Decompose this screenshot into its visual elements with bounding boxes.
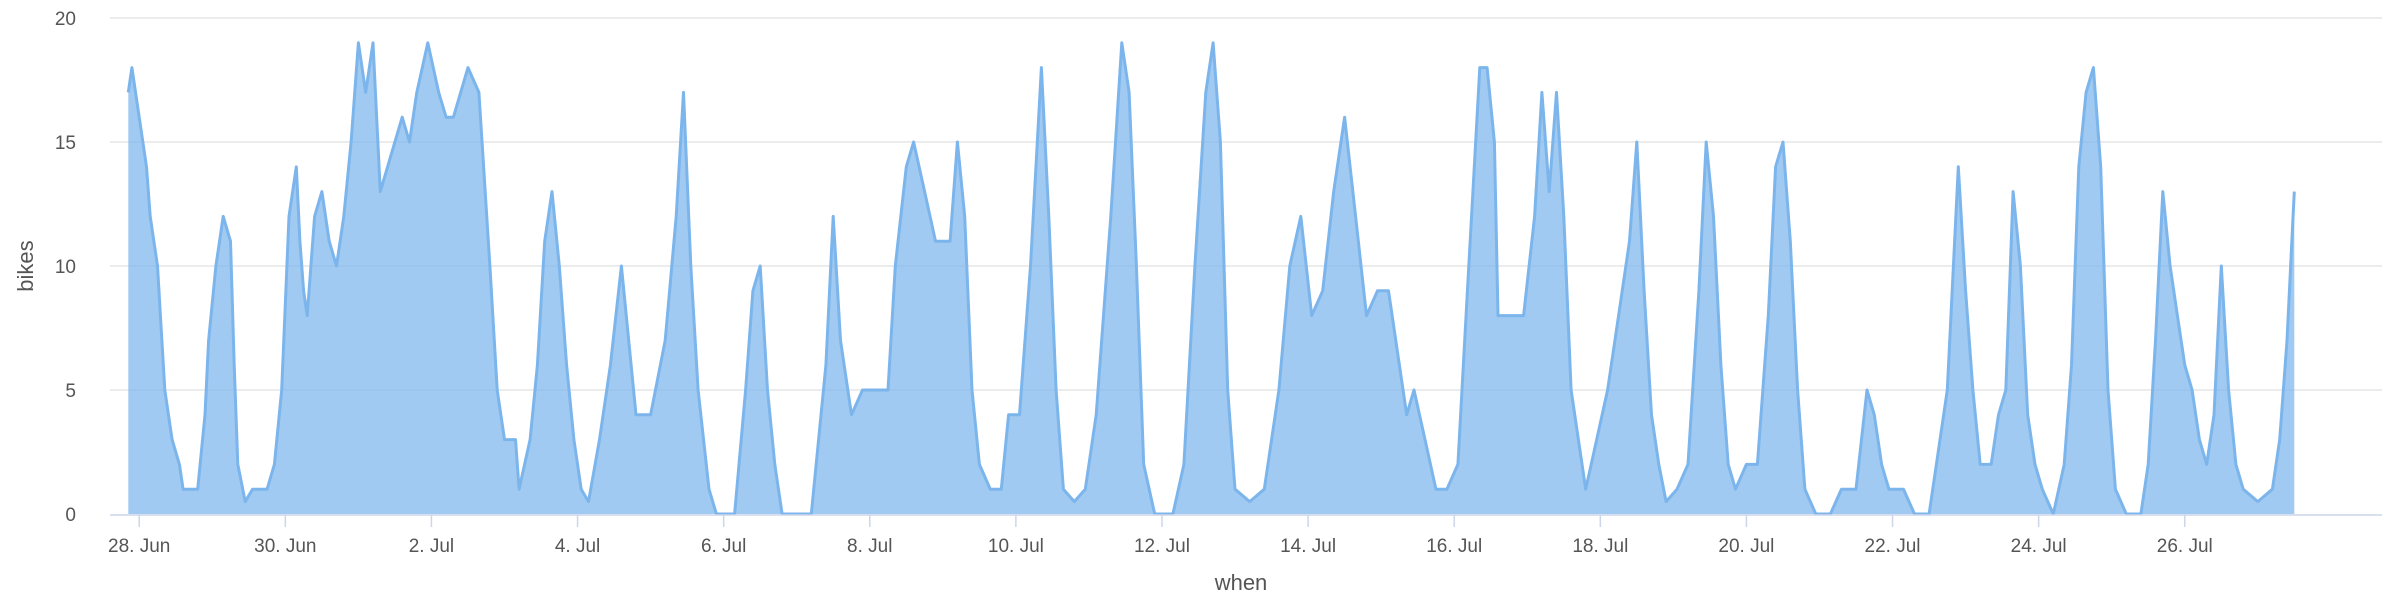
- y-tick-label: 10: [55, 257, 76, 278]
- x-axis-ticks: 28. Jun 30. Jun 2. Jul 4. Jul 6. Jul 8. Jul 10…: [108, 515, 2213, 557]
- x-tick-label: 10. Jul: [988, 536, 1044, 557]
- x-tick-label: 24. Jul: [2011, 536, 2067, 557]
- x-tick-label: 12. Jul: [1134, 536, 1190, 557]
- plot-area: [126, 41, 2296, 516]
- y-axis-title: bikes: [13, 240, 38, 291]
- series-line: [126, 41, 2296, 516]
- x-tick-label: 18. Jul: [1572, 536, 1628, 557]
- y-tick-label: 20: [55, 9, 76, 30]
- x-tick-label: 16. Jul: [1426, 536, 1482, 557]
- y-tick-label: 15: [55, 133, 76, 154]
- series-area: [128, 42, 2295, 515]
- x-axis-title: when: [1214, 570, 1268, 595]
- x-tick-label: 22. Jul: [1865, 536, 1921, 557]
- x-tick-label: 4. Jul: [555, 536, 600, 557]
- x-tick-label: 28. Jun: [108, 536, 170, 557]
- y-tick-label: 0: [65, 505, 76, 526]
- x-tick-label: 30. Jun: [254, 536, 316, 557]
- y-axis-ticks: 0 5 10 15 20: [55, 9, 76, 526]
- y-tick-label: 5: [65, 381, 76, 402]
- x-tick-label: 6. Jul: [701, 536, 746, 557]
- x-tick-label: 8. Jul: [847, 536, 892, 557]
- x-tick-label: 20. Jul: [1718, 536, 1774, 557]
- x-tick-label: 14. Jul: [1280, 536, 1336, 557]
- x-tick-label: 26. Jul: [2157, 536, 2213, 557]
- x-tick-label: 2. Jul: [409, 536, 454, 557]
